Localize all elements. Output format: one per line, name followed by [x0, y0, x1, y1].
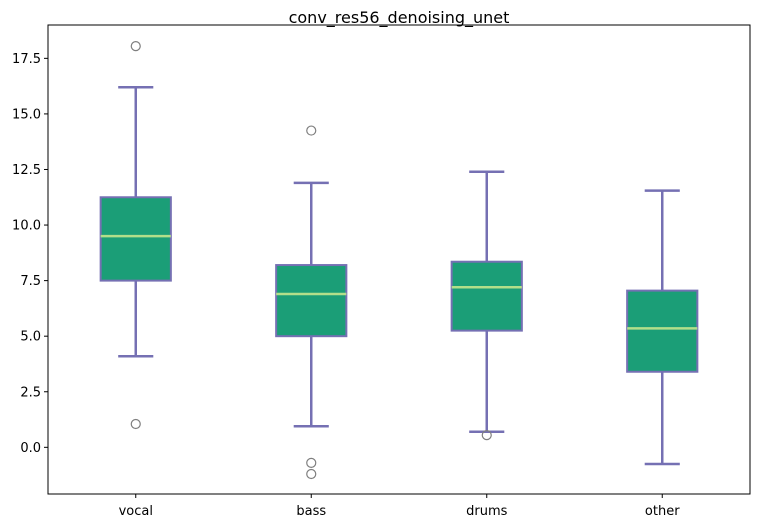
box-body	[275, 264, 348, 338]
chart-title: conv_res56_denoising_unet	[289, 8, 510, 28]
x-axis: vocal bass drums other	[119, 494, 680, 519]
x-tick-label: drums	[466, 504, 507, 519]
y-tick-label: 0.0	[20, 441, 41, 456]
y-tick-label: 10.0	[12, 219, 41, 234]
y-tick-label: 15.0	[12, 107, 41, 122]
box-vocal	[99, 41, 172, 430]
y-tick-label: 2.5	[20, 385, 41, 400]
outlier-point	[306, 457, 317, 468]
box-other	[626, 189, 699, 466]
y-tick-label: 12.5	[12, 163, 41, 178]
x-tick-label: other	[645, 504, 680, 519]
outlier-point	[306, 468, 317, 480]
box-bass	[275, 125, 348, 480]
box-body	[99, 196, 172, 282]
y-tick-label: 5.0	[20, 330, 41, 345]
box-drums	[450, 170, 523, 441]
outlier-point	[130, 41, 141, 52]
outlier-point	[481, 429, 492, 441]
outlier-point	[130, 418, 141, 430]
box-body	[450, 260, 523, 332]
x-tick-label: bass	[296, 504, 326, 519]
x-tick-label: vocal	[119, 504, 153, 519]
y-tick-label: 7.5	[20, 274, 41, 289]
plot-area	[99, 41, 699, 480]
y-axis: 0.0 2.5 5.0 7.5 10.0 12.5 15.0 17.5	[12, 52, 48, 456]
outlier-point	[306, 125, 317, 136]
axes-frame	[47, 24, 751, 495]
box-body	[626, 289, 699, 373]
y-tick-label: 17.5	[12, 52, 41, 67]
